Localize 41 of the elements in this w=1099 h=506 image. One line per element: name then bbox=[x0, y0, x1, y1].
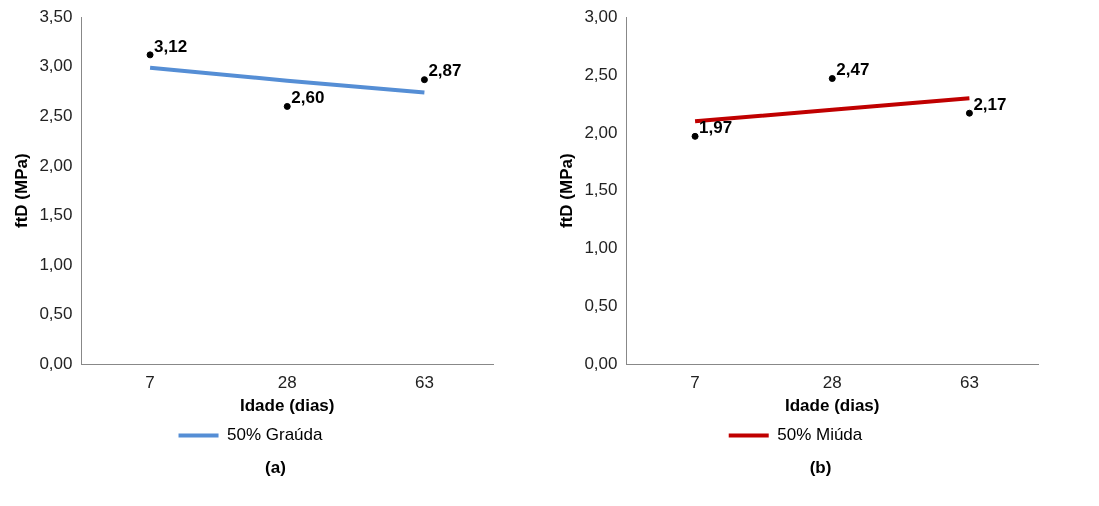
x-tick-label: 63 bbox=[414, 373, 434, 393]
point bbox=[420, 76, 428, 84]
data-label: 1,97 bbox=[699, 118, 733, 138]
point bbox=[146, 51, 154, 59]
x-tick-label: 7 bbox=[145, 373, 155, 393]
point bbox=[965, 109, 973, 117]
y-tick-label: 0,00 bbox=[39, 353, 73, 373]
y-tick-label: 1,50 bbox=[39, 205, 73, 225]
x-tick-label: 28 bbox=[822, 373, 842, 393]
data-label: 2,17 bbox=[973, 94, 1007, 114]
y-tick-label: 2,50 bbox=[39, 106, 73, 126]
data-label: 2,60 bbox=[291, 88, 325, 108]
y-axis-title: ftD (MPa) bbox=[556, 153, 576, 228]
x-axis-title: Idade (dias) bbox=[240, 396, 335, 416]
y-tick-label: 1,00 bbox=[39, 254, 73, 274]
x-tick-label: 7 bbox=[690, 373, 700, 393]
legend-label: 50% Miúda bbox=[777, 425, 863, 445]
point bbox=[828, 75, 836, 82]
y-tick-label: 0,50 bbox=[584, 296, 618, 316]
data-label: 2,87 bbox=[428, 61, 462, 81]
x-tick-label: 28 bbox=[277, 373, 297, 393]
y-tick-label: 1,50 bbox=[584, 180, 618, 200]
y-tick-label: 3,00 bbox=[39, 56, 73, 76]
legend-label: 50% Graúda bbox=[227, 425, 324, 445]
y-tick-label: 2,00 bbox=[39, 155, 73, 175]
y-tick-label: 3,00 bbox=[584, 6, 618, 26]
y-axis-title: ftD (MPa) bbox=[11, 153, 31, 228]
x-axis-title: Idade (dias) bbox=[785, 396, 880, 416]
y-tick-label: 1,00 bbox=[584, 238, 618, 258]
point bbox=[691, 132, 699, 140]
x-tick-label: 63 bbox=[959, 373, 979, 393]
data-label: 2,47 bbox=[836, 60, 870, 80]
y-tick-label: 2,50 bbox=[584, 64, 618, 84]
y-tick-label: 0,50 bbox=[39, 304, 73, 324]
text: (b) bbox=[808, 458, 833, 478]
y-tick-label: 2,00 bbox=[584, 122, 618, 142]
y-tick-label: 3,50 bbox=[39, 6, 73, 26]
data-label: 3,12 bbox=[154, 36, 188, 56]
text: (a) bbox=[264, 458, 287, 478]
y-tick-label: 0,00 bbox=[584, 353, 618, 373]
point bbox=[283, 102, 291, 110]
